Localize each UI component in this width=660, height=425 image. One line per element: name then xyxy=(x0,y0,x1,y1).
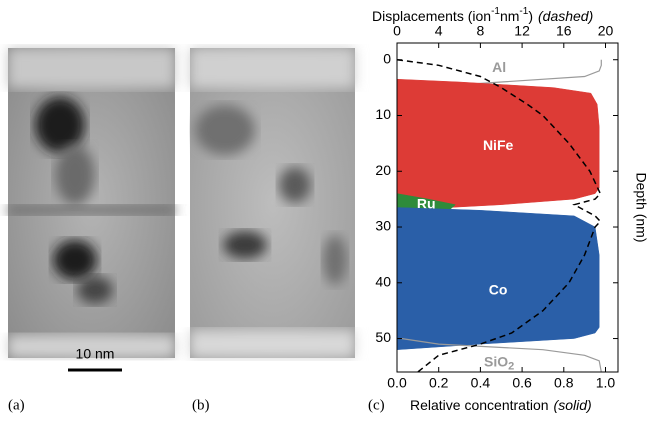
micrograph-b xyxy=(190,48,355,358)
y-tick-label: 0 xyxy=(383,50,391,66)
x-axis-title-part: (solid) xyxy=(554,397,592,413)
x-axis-title: Relative concentration (solid) xyxy=(410,397,592,413)
x2-axis-title-note: (dashed) xyxy=(538,8,593,24)
panel-label: (c) xyxy=(368,397,385,413)
micrograph-a xyxy=(8,48,175,370)
x2-axis-title-part: nm xyxy=(500,8,519,24)
panel-label: (b) xyxy=(192,397,210,413)
x-tick-label: 0.0 xyxy=(387,375,407,391)
x-axis-title-part: Relative concentration xyxy=(410,397,549,413)
layer-name: NiFe xyxy=(483,137,514,153)
y-tick-label: 50 xyxy=(375,329,391,345)
layer-name-sub: 2 xyxy=(508,361,514,373)
x2-tick-label: 20 xyxy=(598,23,614,39)
x2-axis-title-part: ) xyxy=(528,8,533,24)
panel-label: (a) xyxy=(8,397,25,413)
layer-label: SiO2 xyxy=(484,353,514,372)
x-tick-label: 0.6 xyxy=(512,375,532,391)
layer-label: NiFe xyxy=(483,137,514,153)
x-tick-label: 0.8 xyxy=(554,375,574,391)
scale-bar-label: 10 nm xyxy=(76,346,115,362)
x2-tick-label: 0 xyxy=(393,23,401,39)
y-tick-label: 10 xyxy=(375,106,391,122)
layer-name: Al xyxy=(492,59,506,75)
y-tick-label: 40 xyxy=(375,273,391,289)
x2-axis-title-part: Displacements (ion xyxy=(372,8,491,24)
layer-label: Al xyxy=(492,59,506,75)
x-tick-label: 1.0 xyxy=(596,375,616,391)
layer-area xyxy=(397,208,599,350)
page: 10 nm (a) (b) (c) AlNiFeRuCoSiO20.00.20.… xyxy=(0,0,660,425)
y-axis-title: Depth (nm) xyxy=(633,172,649,242)
y-tick-label: 20 xyxy=(375,162,391,178)
x2-tick-label: 16 xyxy=(556,23,572,39)
x2-axis-title: Displacements (ion-1nm-1)(dashed) xyxy=(372,6,593,24)
layer-label: Co xyxy=(489,281,508,297)
layer-name: SiO xyxy=(484,353,508,369)
figure: 10 nm (a) (b) (c) AlNiFeRuCoSiO20.00.20.… xyxy=(0,0,660,420)
x2-tick-label: 4 xyxy=(435,23,443,39)
x-tick-label: 0.4 xyxy=(471,375,491,391)
x-tick-label: 0.2 xyxy=(429,375,449,391)
layer-name: Co xyxy=(489,281,508,297)
y-tick-label: 30 xyxy=(375,218,391,234)
x2-tick-label: 8 xyxy=(476,23,484,39)
x2-tick-label: 12 xyxy=(514,23,530,39)
